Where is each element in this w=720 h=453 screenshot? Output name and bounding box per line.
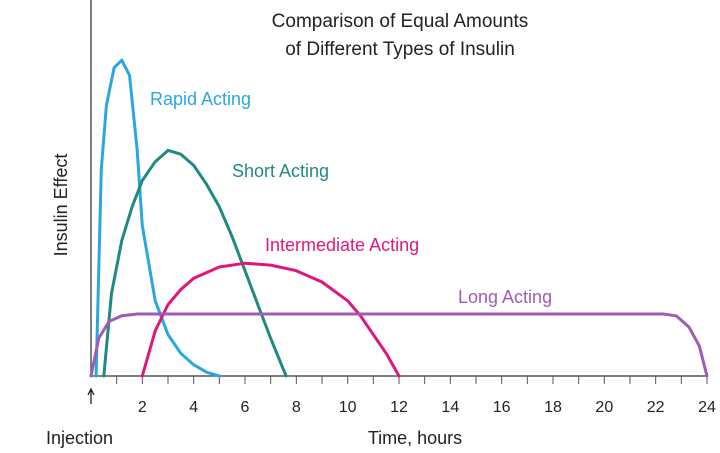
annotation: Injection xyxy=(46,428,113,448)
x-tick-label: 6 xyxy=(241,399,250,416)
chart-title: Comparison of Equal Amounts xyxy=(272,11,529,32)
x-tick-label: 8 xyxy=(292,399,301,416)
x-tick-label: 24 xyxy=(698,399,716,416)
x-tick-label: 10 xyxy=(339,399,357,416)
x-tick-label: 4 xyxy=(189,399,198,416)
series-line xyxy=(140,261,401,378)
x-tick-label: 2 xyxy=(138,399,147,416)
injection-arrow xyxy=(87,387,95,404)
series-line xyxy=(102,148,288,378)
x-axis-label: Time, hours xyxy=(368,428,462,448)
y-axis-label: Insulin Effect xyxy=(51,154,71,257)
x-tick-label: 22 xyxy=(647,399,665,416)
x-tick-label: 18 xyxy=(544,399,562,416)
series-label: Long Acting xyxy=(458,287,552,307)
x-tick-label: 16 xyxy=(493,399,511,416)
x-tick-label: 14 xyxy=(441,399,459,416)
series-label: Rapid Acting xyxy=(150,89,251,109)
series-line xyxy=(89,312,709,378)
series-label: Short Acting xyxy=(232,161,329,181)
chart-title: of Different Types of Insulin xyxy=(285,39,515,60)
x-tick-label: 12 xyxy=(390,399,408,416)
series-label: Intermediate Acting xyxy=(265,235,419,255)
x-tick-label: 20 xyxy=(595,399,613,416)
